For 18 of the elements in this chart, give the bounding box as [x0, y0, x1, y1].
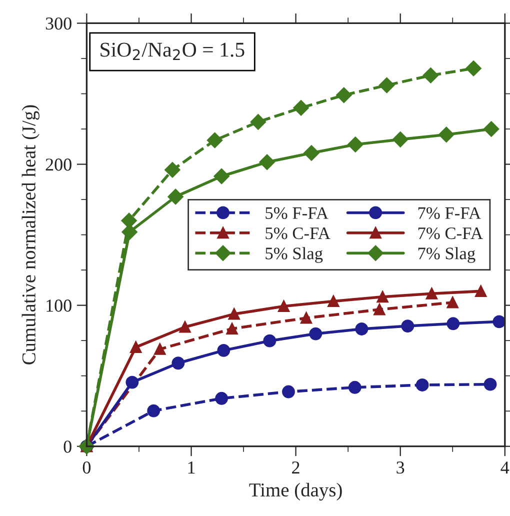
- x-tick-label: 4: [500, 462, 510, 474]
- y-tick-label: 0: [64, 440, 72, 453]
- x-tick-label: 3: [396, 461, 404, 474]
- legend-label: 7% F-FA: [418, 207, 481, 220]
- legend-label: 5% F-FA: [266, 207, 328, 220]
- legend-label: 7% Slag: [418, 247, 476, 263]
- y-tick-label: 200: [46, 158, 72, 171]
- legend-label: 5% C-FA: [266, 227, 330, 240]
- y-tick-label: 100: [46, 300, 72, 312]
- y-axis-title: Cumulative normalized heat (J/g): [22, 105, 40, 364]
- x-tick-label: 0: [82, 461, 91, 474]
- y-tick-label: 300: [46, 17, 72, 30]
- legend-label: 7% C-FA: [418, 227, 483, 240]
- legend-label: 5% Slag: [266, 247, 323, 263]
- x-tick-label: 1: [188, 462, 195, 474]
- annotation: SiO$_{2}$/Na$_{2}$O = 1.5: [100, 42, 244, 60]
- x-axis-title: Time (days): [249, 482, 342, 501]
- x-tick-label: 2: [292, 461, 300, 474]
